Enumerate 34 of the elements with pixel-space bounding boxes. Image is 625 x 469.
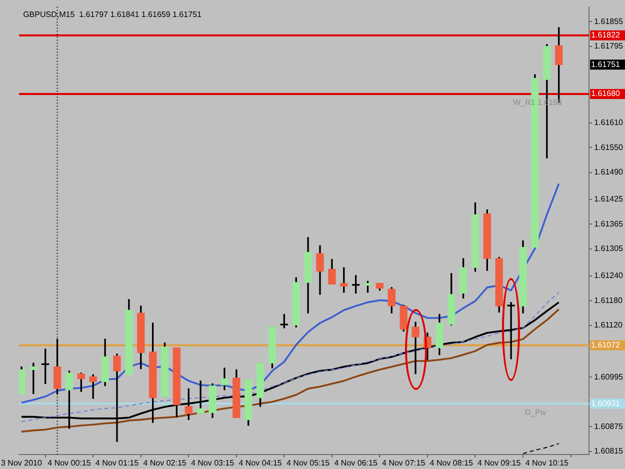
y-tick-label: 1.60875 [594, 422, 624, 431]
y-tick-label: 1.61490 [594, 168, 624, 177]
y-tick-label: 1.61305 [594, 244, 624, 254]
y-tick-label: 1.61855 [594, 16, 624, 26]
chart-title: GBPUSD,M15 1.61797 1.61841 1.61659 1.61751 [23, 10, 202, 20]
y-tick-label: 1.61795 [594, 42, 624, 51]
y-tick-label: 1.61120 [594, 320, 623, 330]
text: 1.61751 [591, 60, 621, 69]
y-tick-label: 1.60995 [594, 372, 624, 382]
x-tick-label: 3 Nov 2010 [1, 458, 42, 468]
x-tick-label: 4 Nov 09:15 [478, 458, 522, 468]
x-tick-label: 4 Nov 07:15 [382, 458, 426, 468]
y-tick-label: 1.61610 [594, 118, 624, 128]
ref-line-label: 1.60931 [591, 398, 621, 408]
y-tick-label: 1.61425 [594, 194, 624, 204]
ref-line-label: 1.61072 [591, 340, 621, 350]
ref-line-label: 1.61822 [591, 30, 621, 40]
ref-line-label: 1.61680 [591, 89, 621, 98]
x-tick-label: 4 Nov 08:15 [430, 458, 474, 468]
y-tick-label: 1.61240 [594, 271, 624, 280]
x-tick-label: 4 Nov 02:15 [143, 458, 187, 468]
y-tick-label: 1.60815 [594, 446, 624, 456]
x-tick-label: 4 Nov 05:15 [286, 458, 330, 468]
x-tick-label: 4 Nov 03:15 [190, 458, 235, 468]
x-tick-label: 4 Nov 04:15 [238, 458, 282, 468]
y-tick-label: 1.61550 [594, 142, 624, 152]
x-tick-label: 4 Nov 00:15 [48, 458, 92, 468]
x-tick-label: 4 Nov 10:15 [525, 458, 570, 468]
line-series [522, 443, 560, 454]
y-tick-label: 1.61180 [594, 296, 623, 305]
x-tick-label: 4 Nov 06:15 [334, 458, 378, 468]
candlestick [412, 322, 420, 374]
y-tick-label: 1.61365 [594, 219, 624, 228]
x-tick-label: 4 Nov 01:15 [95, 458, 140, 468]
